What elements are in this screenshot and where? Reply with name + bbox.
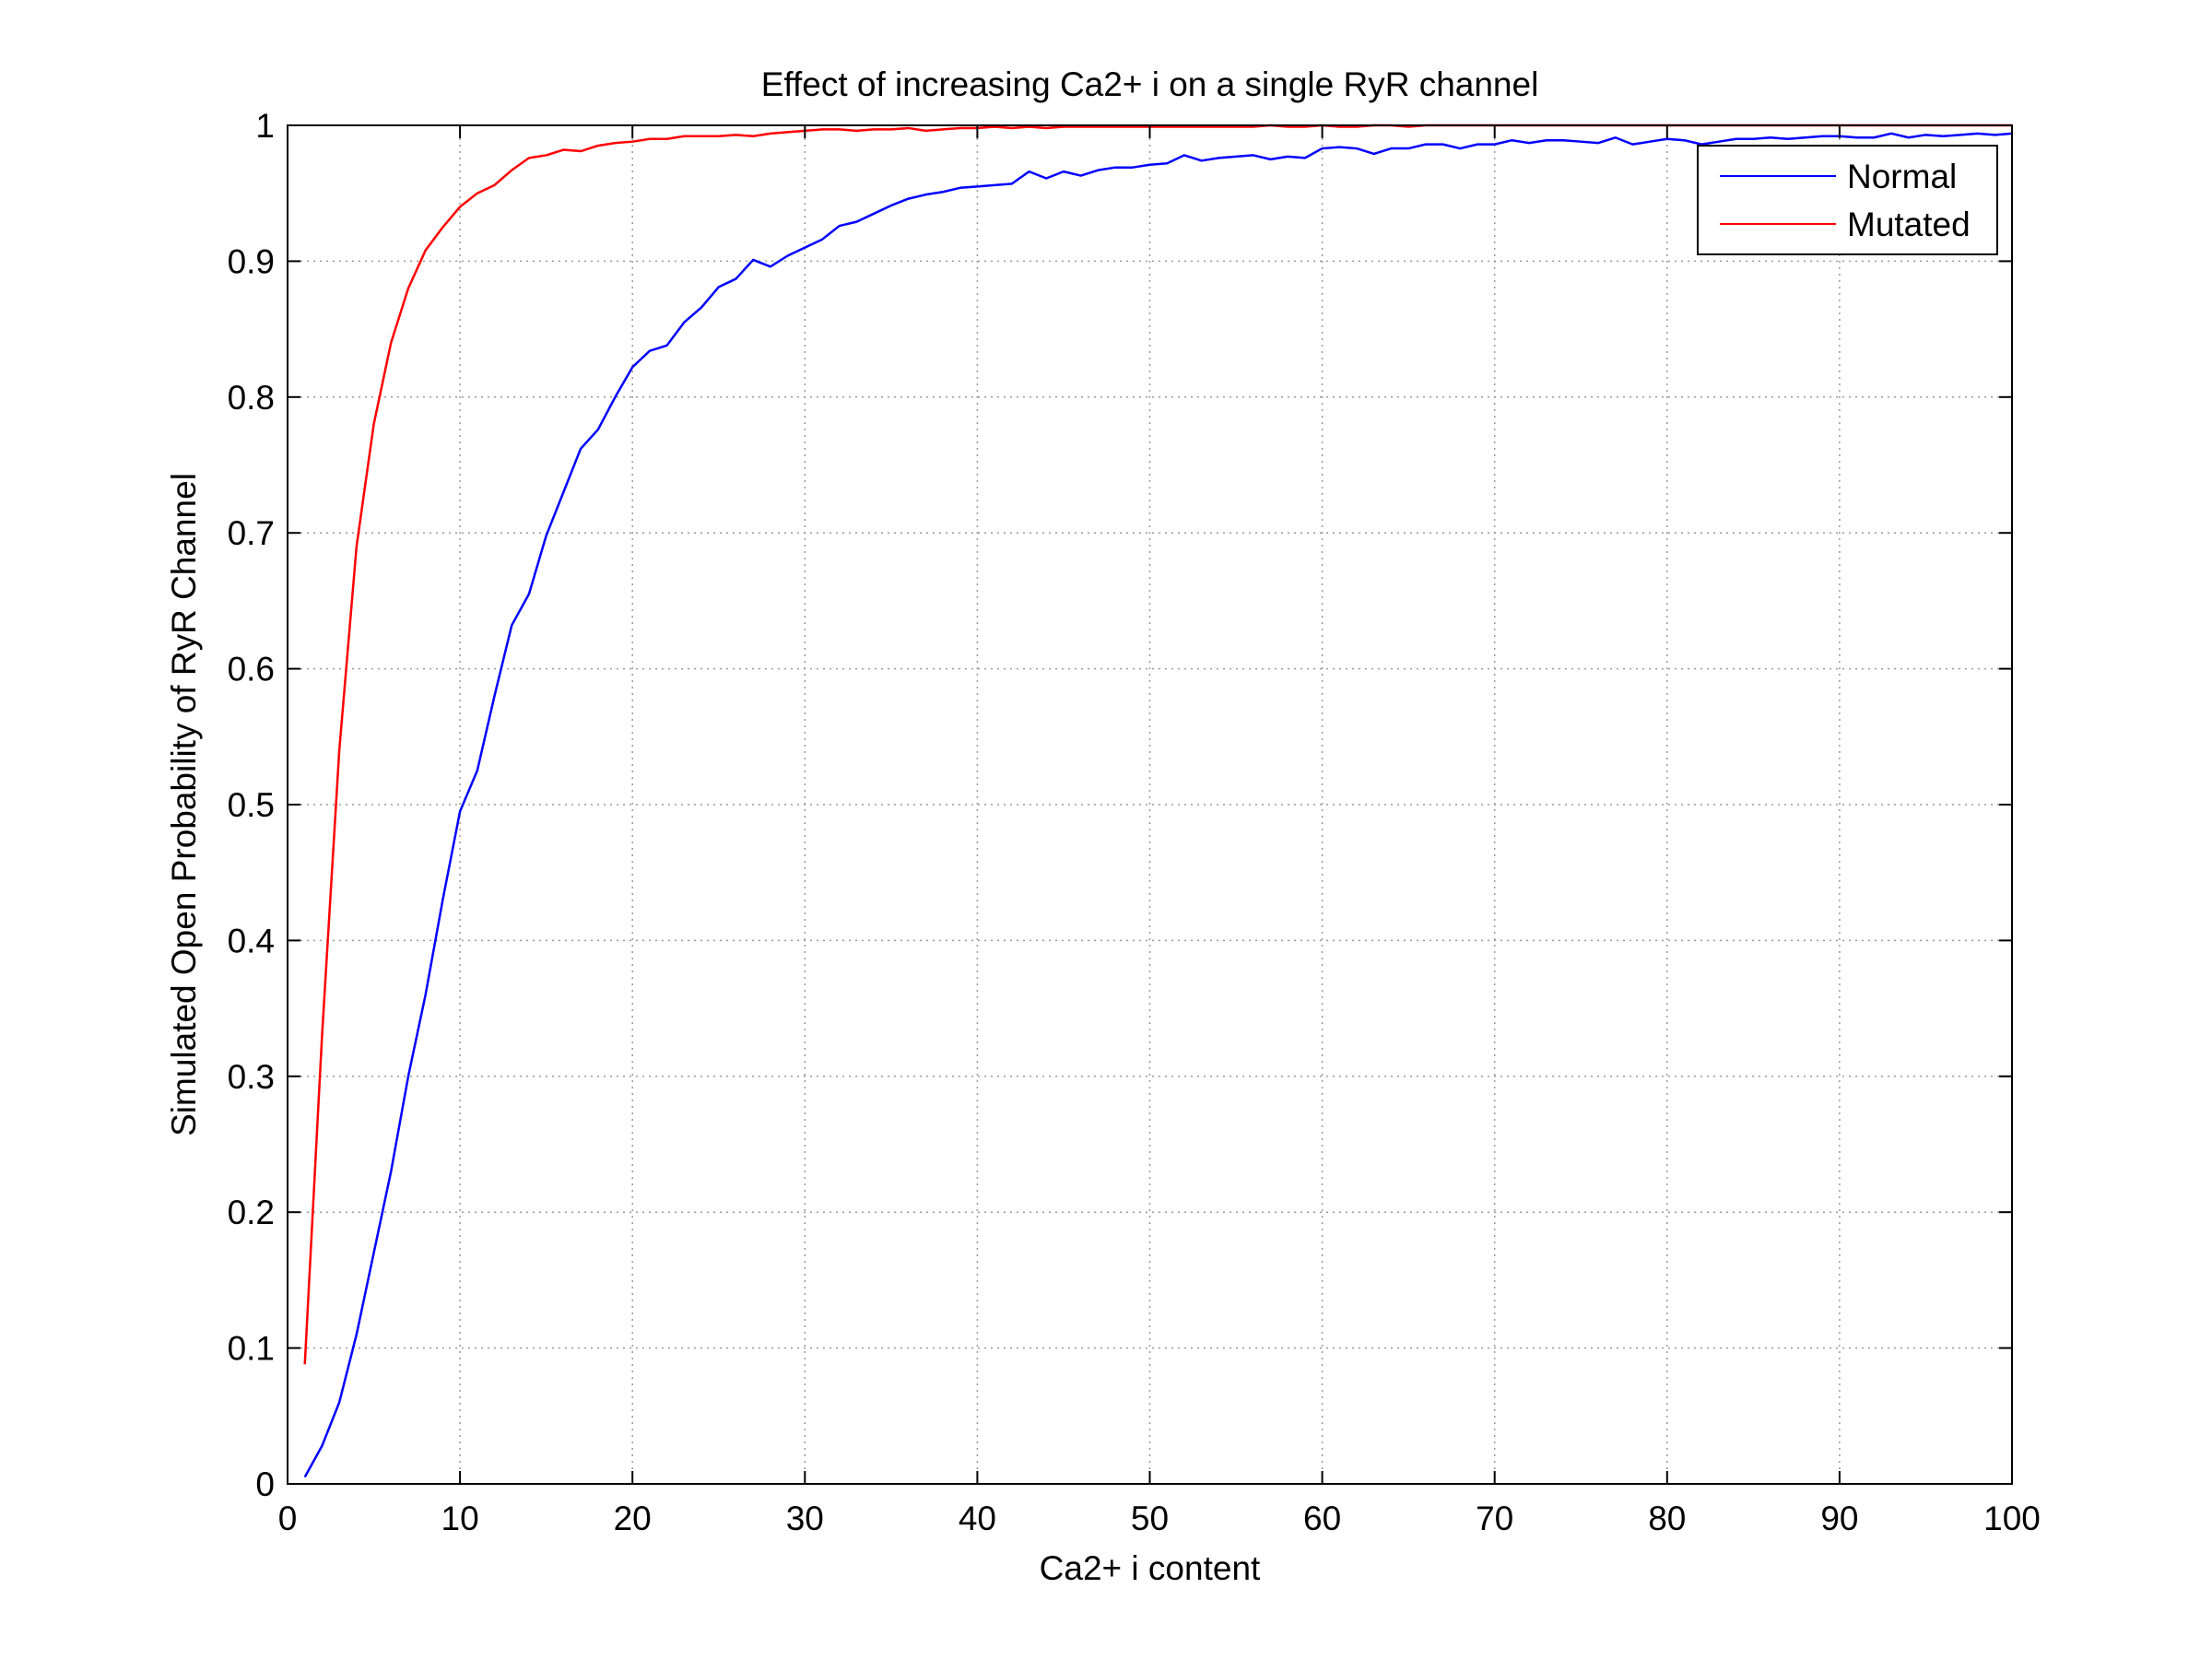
x-tick-label: 80	[1648, 1500, 1686, 1537]
y-tick-label: 0	[255, 1465, 275, 1503]
series-lines	[303, 124, 2013, 1478]
y-tick-label: 1	[255, 107, 275, 145]
y-tick-label: 0.7	[228, 514, 275, 552]
y-tick-label: 0.6	[228, 651, 275, 688]
chart-title: Effect of increasing Ca2+ i on a single …	[761, 65, 1539, 103]
legend-box	[1697, 145, 1998, 255]
x-tick-label: 50	[1131, 1500, 1169, 1537]
x-tick-label: 10	[441, 1500, 479, 1537]
y-tick-label: 0.1	[228, 1330, 275, 1368]
y-tick-label: 0.5	[228, 786, 275, 824]
axis-ticks: 0 10 20 30 40 50 60 70 80 90 100 0 0.1 0.2 0.3 0.4 0.5 0.…	[228, 107, 2041, 1537]
x-tick-label: 30	[786, 1500, 824, 1537]
x-tick-label: 20	[614, 1500, 652, 1537]
legend: Normal Mutated	[1697, 145, 1998, 255]
x-tick-label: 70	[1476, 1500, 1513, 1537]
y-tick-label: 0.8	[228, 379, 275, 417]
y-axis-title: Simulated Open Probability of RyR Channe…	[165, 473, 203, 1136]
x-tick-label: 40	[959, 1500, 996, 1537]
x-tick-label: 100	[1983, 1500, 2041, 1537]
y-tick-label: 0.9	[228, 242, 275, 280]
series-line-normal	[303, 132, 2013, 1478]
x-axis-title: Ca2+ i content	[1040, 1549, 1261, 1587]
grid-lines	[288, 125, 2012, 1484]
x-tick-label: 0	[278, 1500, 298, 1537]
y-tick-label: 0.2	[228, 1194, 275, 1231]
series-line-mutated	[303, 124, 2012, 1365]
legend-label-normal: Normal	[1847, 158, 1957, 195]
x-tick-label: 60	[1303, 1500, 1341, 1537]
y-tick-label: 0.3	[228, 1058, 275, 1096]
legend-label-mutated: Mutated	[1847, 206, 1971, 243]
y-tick-label: 0.4	[228, 922, 275, 959]
x-tick-label: 90	[1820, 1500, 1858, 1537]
